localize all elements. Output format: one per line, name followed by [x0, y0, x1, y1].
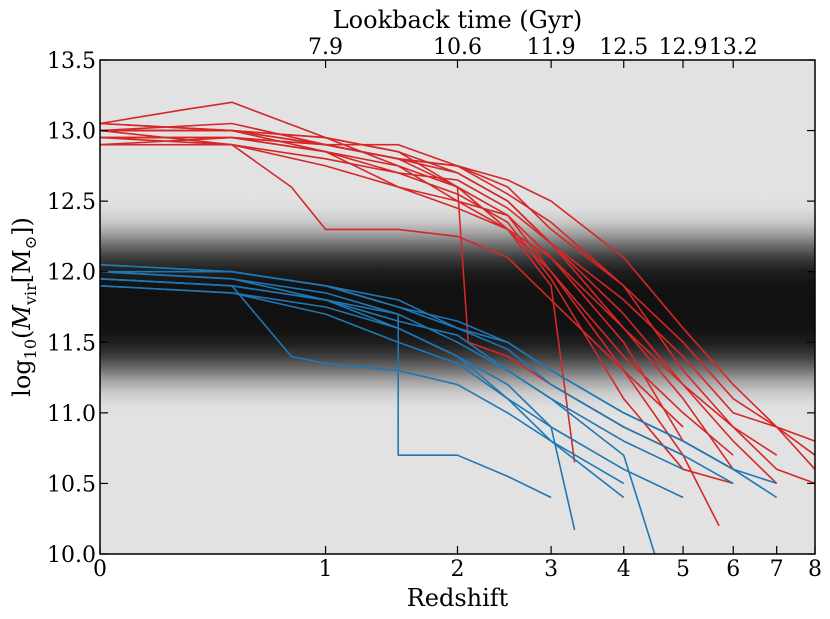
series-0-track-7 — [99, 122, 816, 470]
x-tick-label: 8 — [808, 557, 822, 582]
plot-background-band — [100, 60, 815, 554]
y-axis-title-sub: vir — [21, 283, 40, 306]
y-tick-label: 12.0 — [47, 261, 96, 286]
x-tick-label: 3 — [544, 557, 558, 582]
y-axis-title-log: log — [8, 359, 36, 397]
y-axis-title-unit-sym: ⊙ — [21, 236, 40, 249]
tick-layer: 0 1 2 3 4 5 6 7 8 10.0 10.5 11.0 11.5 12.0 12.5 13.0 13.… — [47, 35, 822, 582]
y-axis-title-unit-close: ]) — [8, 217, 36, 236]
x-tick-label: 1 — [319, 557, 333, 582]
series-1-track-0 — [99, 270, 684, 471]
top-tick-label: 11.9 — [527, 35, 576, 60]
top-tick-label: 7.9 — [308, 35, 343, 60]
x-tick-label: 7 — [770, 557, 784, 582]
y-axis-title-open: ( — [8, 330, 36, 339]
y-tick-label: 11.0 — [47, 402, 96, 427]
y-tick-label: 13.5 — [47, 49, 96, 74]
x-tick-label: 4 — [617, 557, 631, 582]
top-tick-label: 12.9 — [659, 35, 708, 60]
y-tick-label: 10.5 — [47, 472, 96, 497]
series-0-track-11 — [100, 143, 816, 442]
y-axis-title-unit-open: [M — [8, 249, 36, 283]
x-tick-label: 5 — [676, 557, 690, 582]
y-tick-label: 12.5 — [47, 190, 96, 215]
series-0-track-2 — [99, 101, 734, 470]
series-1-track-7 — [99, 285, 625, 499]
top-axis-title: Lookback time (Gyr) — [333, 6, 583, 34]
top-tick-label: 10.6 — [433, 35, 482, 60]
y-axis-title-log-sub: 10 — [21, 339, 40, 359]
x-tick-label: 6 — [726, 557, 740, 582]
x-tick-label: 0 — [93, 557, 107, 582]
series-layer — [99, 101, 816, 555]
series-1-track-9 — [99, 278, 684, 499]
series-0-track-8 — [99, 136, 576, 463]
x-axis-title: Redshift — [407, 584, 509, 612]
top-tick-label: 13.2 — [709, 35, 758, 60]
series-1-track-4 — [99, 270, 552, 499]
series-0-track-13 — [100, 136, 734, 485]
y-axis-title-m: M — [8, 304, 36, 331]
y-tick-label: 11.5 — [47, 331, 96, 356]
top-tick-label: 12.5 — [599, 35, 648, 60]
series-0-track-4 — [99, 129, 684, 428]
x-tick-label: 2 — [451, 557, 465, 582]
series-0-track-12 — [100, 129, 734, 470]
y-tick-label: 13.0 — [47, 120, 96, 145]
y-tick-label: 10.0 — [47, 543, 96, 568]
y-axis-title: log10(Mvir[M⊙]) — [8, 217, 40, 397]
series-1-track-8 — [100, 270, 778, 499]
